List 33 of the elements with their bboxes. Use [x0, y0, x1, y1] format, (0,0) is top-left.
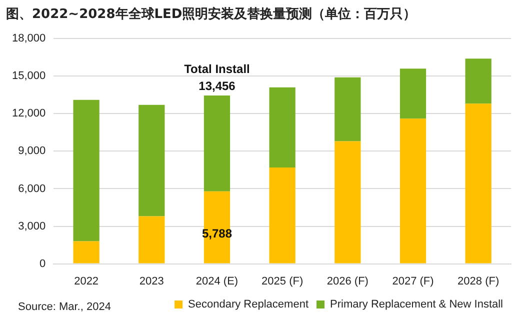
x-tick-label: 2024 (E) [196, 275, 238, 288]
bar [400, 118, 426, 264]
x-tick-label: 2025 (F) [262, 275, 304, 288]
x-tick-label: 2028 (F) [458, 275, 500, 288]
bar [334, 141, 361, 264]
bar [73, 241, 100, 264]
bar [269, 87, 296, 168]
bar [400, 68, 426, 119]
source-note: Source: Mar., 2024 [18, 301, 111, 313]
bar [334, 77, 361, 142]
y-tick-label: 15,000 [12, 70, 46, 82]
total-label: 13,456 [198, 78, 236, 93]
bar [269, 167, 296, 264]
x-tick-label: 2023 [139, 275, 164, 288]
bar [73, 100, 100, 242]
bar [465, 58, 492, 104]
y-tick-label: 0 [40, 258, 46, 270]
y-tick-label: 3,000 [18, 220, 46, 232]
y-tick-label: 9,000 [18, 145, 46, 158]
y-tick-label: 18,000 [12, 32, 46, 45]
x-tick-label: 2026 (F) [326, 275, 368, 288]
y-tick-label: 12,000 [12, 108, 46, 120]
legend-label: Primary Replacement & New Install [330, 298, 504, 311]
y-tick-label: 6,000 [18, 182, 46, 195]
legend-label: Secondary Replacement [188, 298, 309, 311]
bar [465, 104, 492, 264]
bar [138, 104, 165, 216]
x-tick-label: 2027 (F) [392, 275, 434, 288]
chart-title: 图、2022~2028年全球LED照明安装及替换量预测（单位：百万只） [6, 6, 416, 23]
bar [138, 216, 165, 264]
annotation: Total Install [184, 62, 250, 76]
bar [204, 95, 230, 192]
x-tick-label: 2022 [74, 275, 99, 288]
